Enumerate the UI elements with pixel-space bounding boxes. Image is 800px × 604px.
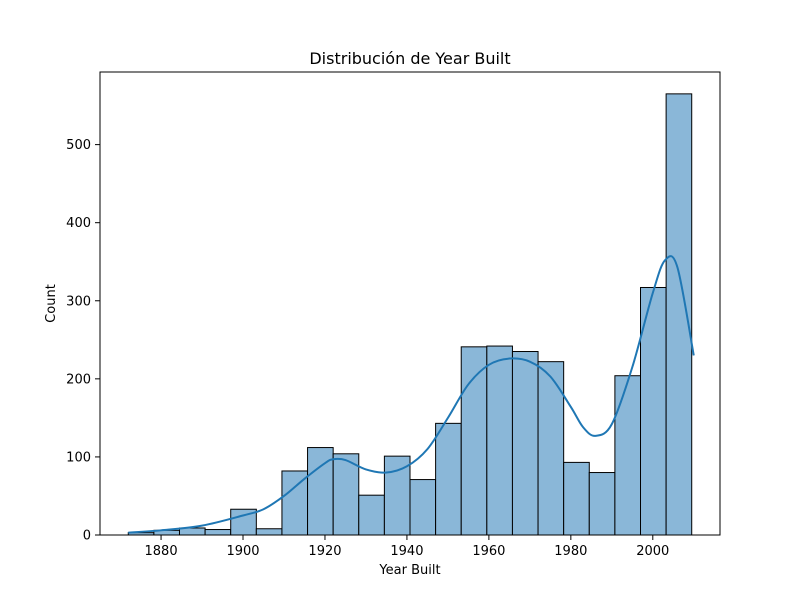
histogram-bar-6 [255,528,283,536]
plot-frame [99,71,721,536]
chart-title: Distribución de Year Built [309,49,510,68]
kde-group [128,255,695,534]
y-axis-label: Count [44,284,59,323]
histogram-bar-15 [486,345,513,536]
histogram-bar-14 [460,346,488,536]
histogram-bar-13 [435,422,462,536]
x-tick-label-1940: 1940 [390,544,423,559]
x-axis-ticks: 1880 1900 1920 1940 1960 1980 2000 [145,535,669,559]
histogram-bar-4 [204,529,232,536]
x-tick-label-1920: 1920 [308,544,341,559]
histogram-bar-11 [383,455,411,536]
y-tick-label-500: 500 [66,138,91,153]
y-tick-label-300: 300 [66,294,91,309]
histogram-bar-18 [563,461,590,536]
bars-group [127,93,693,536]
x-axis-label: Year Built [378,563,440,578]
x-tick-label-1880: 1880 [145,544,178,559]
x-tick-label-2000: 2000 [636,544,669,559]
histogram-bar-10 [358,494,385,536]
kde-curve [128,255,695,534]
histogram-bar-17 [537,361,565,536]
x-tick-label-1960: 1960 [472,544,505,559]
histogram-bar-19 [588,472,616,536]
histogram-bar-20 [614,375,642,536]
histogram-bar-7 [281,470,309,536]
y-tick-label-100: 100 [66,450,91,465]
histogram-bar-9 [332,453,360,536]
x-tick-label-1900: 1900 [226,544,259,559]
y-axis-ticks: 0 100 200 300 400 500 [66,138,100,544]
histogram-bar-12 [409,479,437,536]
histogram-bar-22 [665,93,693,536]
histogram-bar-21 [640,286,667,536]
y-tick-label-200: 200 [66,372,91,387]
x-tick-label-1980: 1980 [554,544,587,559]
y-tick-label-0: 0 [83,529,91,544]
y-tick-label-400: 400 [66,216,91,231]
histogram-bar-16 [511,351,539,536]
